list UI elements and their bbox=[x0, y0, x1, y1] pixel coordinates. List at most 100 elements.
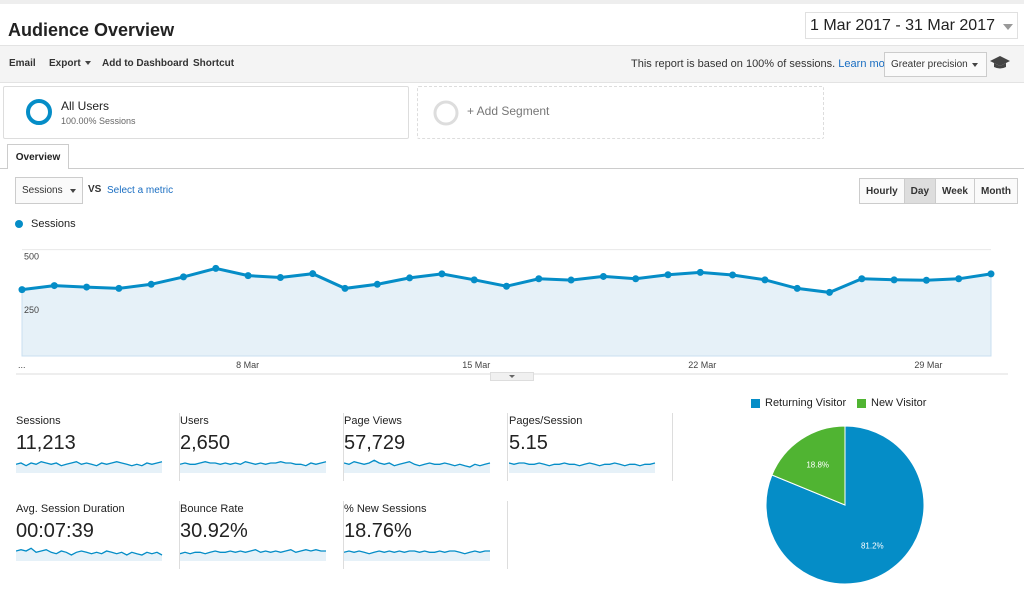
scorecard[interactable]: Users 2,650 bbox=[180, 413, 344, 493]
metric-label: Sessions bbox=[22, 185, 63, 196]
sessions-point[interactable] bbox=[535, 275, 543, 283]
scorecard-value: 11,213 bbox=[16, 432, 76, 454]
chart-expand-handle[interactable] bbox=[490, 372, 534, 381]
pie-slice-label: 81.2% bbox=[861, 542, 884, 551]
pie-legend-returning: Returning Visitor bbox=[751, 397, 846, 409]
sessions-point[interactable] bbox=[858, 275, 866, 283]
sessions-point[interactable] bbox=[470, 276, 478, 284]
period-toggle: Hourly Day Week Month bbox=[859, 178, 1018, 204]
scorecard-label: Sessions bbox=[16, 415, 61, 427]
sparkline-line bbox=[16, 547, 163, 556]
select-metric-link[interactable]: Select a metric bbox=[107, 185, 174, 196]
sessions-point[interactable] bbox=[406, 274, 414, 282]
sessions-point[interactable] bbox=[147, 280, 155, 288]
sessions-point[interactable] bbox=[341, 284, 349, 292]
sessions-point[interactable] bbox=[729, 271, 737, 279]
sessions-point[interactable] bbox=[890, 276, 898, 284]
sessions-point[interactable] bbox=[599, 272, 607, 280]
sessions-point[interactable] bbox=[309, 270, 317, 278]
scorecard[interactable]: Pages/Session 5.15 bbox=[509, 413, 673, 493]
sessions-point[interactable] bbox=[696, 268, 704, 276]
sessions-point[interactable] bbox=[212, 264, 220, 272]
caret-down-icon bbox=[972, 63, 978, 67]
scorecard[interactable]: Avg. Session Duration 00:07:39 bbox=[16, 501, 180, 581]
x-tick-label: 22 Mar bbox=[688, 360, 716, 370]
scorecard[interactable]: % New Sessions 18.76% bbox=[344, 501, 508, 581]
scorecard[interactable]: Sessions 11,213 bbox=[16, 413, 180, 493]
sessions-point[interactable] bbox=[50, 282, 58, 290]
add-to-dashboard-button[interactable]: Add to Dashboard bbox=[102, 58, 189, 69]
scorecard-label: Avg. Session Duration bbox=[16, 503, 125, 515]
sessions-point[interactable] bbox=[115, 284, 123, 292]
sparkline-line bbox=[16, 461, 163, 467]
chevron-down-icon bbox=[1003, 24, 1013, 30]
pie-slice[interactable] bbox=[771, 425, 846, 506]
sessions-point[interactable] bbox=[180, 273, 187, 281]
sessions-point[interactable] bbox=[922, 276, 930, 284]
period-month-button[interactable]: Month bbox=[974, 179, 1017, 203]
sessions-points bbox=[18, 264, 995, 296]
learn-more-link[interactable]: Learn more bbox=[838, 58, 895, 70]
add-segment-label: + Add Segment bbox=[467, 104, 550, 118]
scorecard-label: Page Views bbox=[344, 415, 402, 427]
graduation-cap-icon[interactable] bbox=[990, 55, 1010, 71]
y-tick-label: 250 bbox=[24, 305, 39, 315]
sessions-point[interactable] bbox=[826, 288, 833, 296]
report-toolbar: Email Export Add to Dashboard Shortcut T… bbox=[0, 45, 1024, 83]
period-week-button[interactable]: Week bbox=[936, 179, 975, 203]
scorecard-value: 5.15 bbox=[509, 432, 548, 454]
email-button[interactable]: Email bbox=[9, 58, 36, 69]
metric-dropdown[interactable]: Sessions bbox=[15, 177, 83, 204]
date-range-label: 1 Mar 2017 - 31 Mar 2017 bbox=[810, 16, 995, 34]
visitor-pie-chart[interactable]: 81.2% 18.8% bbox=[760, 420, 930, 590]
scorecard-label: Pages/Session bbox=[509, 415, 583, 427]
shortcut-button[interactable]: Shortcut bbox=[193, 58, 235, 69]
scorecard-value: 2,650 bbox=[180, 432, 231, 454]
scorecard[interactable]: Page Views 57,729 bbox=[344, 413, 508, 493]
sparkline bbox=[344, 459, 491, 473]
add-segment-button[interactable]: + Add Segment bbox=[417, 86, 824, 139]
precision-dropdown[interactable]: Greater precision bbox=[884, 52, 987, 77]
sessions-line-chart[interactable]: 500 250... 8 Mar 15 Mar 22 Mar 29 Mar bbox=[0, 236, 1024, 376]
sessions-point[interactable] bbox=[438, 270, 446, 278]
sessions-point[interactable] bbox=[567, 276, 575, 284]
sparkline-line bbox=[344, 459, 491, 468]
pie-legend-label: New Visitor bbox=[871, 397, 927, 409]
sessions-point[interactable] bbox=[955, 275, 963, 283]
sessions-point[interactable] bbox=[503, 282, 510, 290]
scorecard-label: Users bbox=[180, 415, 209, 427]
sessions-point[interactable] bbox=[276, 274, 284, 282]
sessions-point[interactable] bbox=[83, 283, 91, 291]
scorecard-value: 00:07:39 bbox=[16, 520, 94, 542]
sessions-point[interactable] bbox=[987, 270, 995, 278]
top-border bbox=[0, 0, 1024, 4]
export-button[interactable]: Export bbox=[49, 58, 91, 69]
vs-label: VS bbox=[88, 184, 102, 195]
x-tick-label: 8 Mar bbox=[236, 360, 259, 370]
sessions-point[interactable] bbox=[18, 286, 26, 294]
scorecard[interactable]: Bounce Rate 30.92% bbox=[180, 501, 344, 581]
pie-legend-new: New Visitor bbox=[857, 397, 926, 409]
scorecard-value: 18.76% bbox=[344, 520, 412, 542]
sessions-point[interactable] bbox=[793, 284, 801, 292]
period-day-button[interactable]: Day bbox=[904, 179, 937, 203]
sessions-point[interactable] bbox=[244, 272, 252, 280]
sparkline bbox=[180, 461, 327, 473]
sparkline bbox=[16, 547, 163, 561]
segment-all-users[interactable]: All Users 100.00% Sessions bbox=[3, 86, 409, 139]
legend-swatch bbox=[857, 398, 866, 408]
caret-down-icon bbox=[70, 189, 76, 193]
sparkline bbox=[16, 461, 163, 473]
divider bbox=[672, 413, 673, 481]
date-range-picker[interactable]: 1 Mar 2017 - 31 Mar 2017 bbox=[805, 12, 1018, 39]
pie-legend-label: Returning Visitor bbox=[765, 397, 847, 409]
period-hourly-button[interactable]: Hourly bbox=[860, 179, 905, 203]
sessions-point[interactable] bbox=[632, 275, 640, 283]
sessions-point[interactable] bbox=[373, 280, 381, 288]
segment-share: 100.00% Sessions bbox=[61, 116, 136, 126]
sessions-point[interactable] bbox=[761, 276, 769, 284]
sessions-point[interactable] bbox=[664, 271, 672, 279]
tab-overview[interactable]: Overview bbox=[7, 144, 69, 169]
page-title: Audience Overview bbox=[8, 20, 175, 40]
empty-ring-icon bbox=[433, 100, 459, 126]
